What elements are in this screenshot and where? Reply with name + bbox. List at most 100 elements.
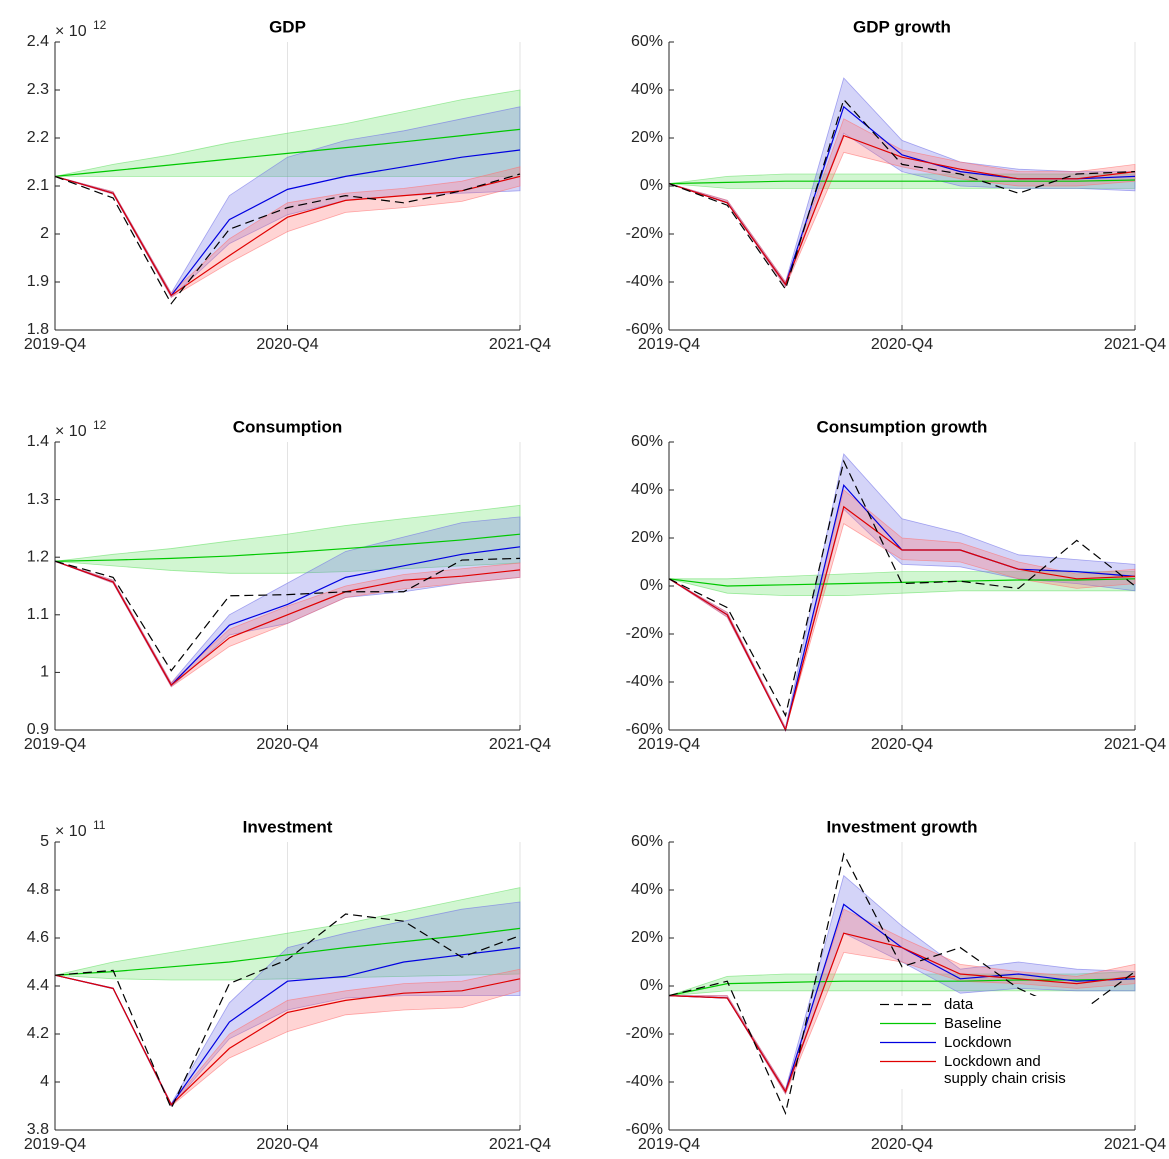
legend-swatch xyxy=(878,1053,938,1070)
y-scale-base: × 10 xyxy=(55,423,87,440)
legend-entry: Lockdown and supply chain crisis xyxy=(878,1053,1088,1087)
y-tick-label: -40% xyxy=(626,673,663,690)
series-line xyxy=(668,134,1136,286)
series-line xyxy=(54,560,521,686)
y-tick-label: 3.8 xyxy=(27,1121,49,1138)
y-tick-label: 1 xyxy=(40,664,49,681)
y-tick-label: 2.3 xyxy=(27,81,49,98)
confidence-band xyxy=(54,968,521,1107)
y-tick-label: -40% xyxy=(626,273,663,290)
legend-label: Baseline xyxy=(944,1015,1002,1032)
legend-label: Lockdown and supply chain crisis xyxy=(944,1053,1066,1087)
legend-entry: Baseline xyxy=(878,1015,1088,1032)
y-tick-label: 1.9 xyxy=(27,273,49,290)
y-tick-label: 0% xyxy=(640,177,663,194)
x-tick-label: 2020-Q4 xyxy=(871,736,933,753)
y-tick-label: 40% xyxy=(631,881,663,898)
series-line xyxy=(54,533,521,562)
panel: 2019-Q4 2020-Q4 2021-Q4 0.9 1 1.1 1.2 1.3 1.4 × 1… xyxy=(24,417,551,753)
y-scale-exponent: 12 xyxy=(93,18,107,32)
legend-label: Lockdown xyxy=(944,1034,1012,1051)
plot-area xyxy=(54,89,521,305)
y-tick-label: 60% xyxy=(631,433,663,450)
chart-title: GDP growth xyxy=(853,17,951,36)
x-tick-label: 2019-Q4 xyxy=(24,336,86,353)
series-line xyxy=(54,128,521,177)
confidence-band xyxy=(668,118,1136,288)
y-tick-label: 20% xyxy=(631,529,663,546)
legend-swatch xyxy=(878,1034,938,1051)
series-line xyxy=(54,974,521,1106)
series-line xyxy=(668,978,1136,997)
y-tick-label: -60% xyxy=(626,721,663,738)
y-tick-label: 20% xyxy=(631,929,663,946)
y-tick-label: 4 xyxy=(40,1073,49,1090)
y-tick-label: 20% xyxy=(631,129,663,146)
legend-swatch-icon xyxy=(880,1022,936,1025)
panel: 2019-Q4 2020-Q4 2021-Q4 -60% -40% -20% 0% 20% 40… xyxy=(626,817,1167,1153)
x-tick-label: 2021-Q4 xyxy=(1104,736,1166,753)
x-tick-label: 2020-Q4 xyxy=(256,336,318,353)
x-tick-label: 2021-Q4 xyxy=(489,336,551,353)
y-tick-label: 1.3 xyxy=(27,491,49,508)
y-tick-label: 0% xyxy=(640,977,663,994)
x-tick-label: 2019-Q4 xyxy=(24,1136,86,1153)
y-tick-label: 2 xyxy=(40,225,49,242)
y-tick-label: 1.2 xyxy=(27,548,49,565)
x-tick-label: 2020-Q4 xyxy=(871,1136,933,1153)
panel: 2019-Q4 2020-Q4 2021-Q4 1.8 1.9 2 2.1 2.2 2.3 2.4… xyxy=(24,17,551,353)
panel: 2019-Q4 2020-Q4 2021-Q4 3.8 4 4.2 4.4 4.6 4.8 5 × … xyxy=(24,817,551,1153)
x-tick-label: 2020-Q4 xyxy=(256,736,318,753)
y-tick-label: 5 xyxy=(40,833,49,850)
y-tick-label: 60% xyxy=(631,833,663,850)
x-tick-label: 2021-Q4 xyxy=(489,1136,551,1153)
confidence-band xyxy=(668,908,1136,1095)
series-line xyxy=(668,98,1136,291)
y-tick-label: -20% xyxy=(626,1025,663,1042)
y-tick-label: 60% xyxy=(631,33,663,50)
y-tick-label: 4.6 xyxy=(27,929,49,946)
chart-title: Investment xyxy=(243,817,333,836)
y-tick-label: 1.8 xyxy=(27,321,49,338)
y-tick-label: 4.2 xyxy=(27,1025,49,1042)
series-line xyxy=(54,913,521,1110)
x-tick-label: 2021-Q4 xyxy=(489,736,551,753)
legend-swatch-icon xyxy=(880,1003,936,1006)
y-tick-label: -20% xyxy=(626,225,663,242)
y-tick-label: 0.9 xyxy=(27,721,49,738)
series-line xyxy=(54,173,521,305)
legend: data Baseline Lockdown Lockdown and supply … xyxy=(878,996,1088,1089)
y-tick-label: 2.2 xyxy=(27,129,49,146)
legend-swatch-icon xyxy=(880,1060,936,1063)
confidence-band xyxy=(54,901,521,1107)
y-tick-label: 2.1 xyxy=(27,177,49,194)
y-tick-label: 40% xyxy=(631,81,663,98)
plot-area xyxy=(54,887,521,1110)
y-tick-label: 2.4 xyxy=(27,33,49,50)
y-tick-label: -60% xyxy=(626,321,663,338)
plot-area xyxy=(668,77,1136,291)
x-tick-label: 2020-Q4 xyxy=(871,336,933,353)
y-scale-base: × 10 xyxy=(55,23,87,40)
series-line xyxy=(54,175,521,297)
series-line xyxy=(668,179,1136,185)
y-tick-label: 4.8 xyxy=(27,881,49,898)
chart-title: Consumption growth xyxy=(817,417,988,436)
y-tick-label: -60% xyxy=(626,1121,663,1138)
confidence-band xyxy=(54,106,521,298)
chart-title: Consumption xyxy=(233,417,343,436)
series-line xyxy=(668,505,1136,732)
legend-swatch xyxy=(878,996,938,1013)
x-tick-label: 2019-Q4 xyxy=(638,736,700,753)
plot-area xyxy=(668,852,1136,1116)
series-line xyxy=(668,932,1136,1093)
legend-swatch-icon xyxy=(880,1041,936,1044)
y-scale-exponent: 12 xyxy=(93,418,107,432)
y-tick-label: 0% xyxy=(640,577,663,594)
legend-entry: Lockdown xyxy=(878,1034,1088,1051)
y-tick-label: -20% xyxy=(626,625,663,642)
series-line xyxy=(54,927,521,976)
y-tick-label: 4.4 xyxy=(27,977,49,994)
panel: 2019-Q4 2020-Q4 2021-Q4 -60% -40% -20% 0% 20% 40… xyxy=(626,417,1167,753)
